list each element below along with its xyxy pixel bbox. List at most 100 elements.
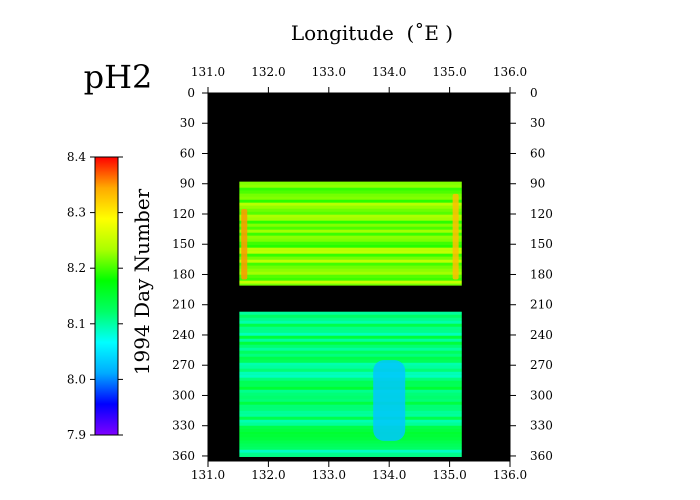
y-tick-label: 300 [172,388,195,402]
heatmap-row [239,205,462,209]
y-tick-label: 210 [530,298,553,312]
heatmap-row [239,332,462,336]
heatmap-row [239,422,462,426]
heatmap-row [239,413,462,417]
y-tick-label: 180 [530,267,553,281]
x-tick-label: 132.0 [251,65,285,79]
heatmap-row [239,214,462,218]
colorbar-tick-label: 7.9 [67,428,86,442]
y-tick-label: 150 [530,237,553,251]
heatmap-row [239,265,462,269]
heatmap-row [239,455,462,457]
x-tick-label: 134.0 [372,65,406,79]
x-tick-label: 133.0 [312,65,346,79]
heatmap-row [239,199,462,203]
heatmap-row [239,187,462,191]
heatmap-row [239,320,462,324]
y-tick-label: 150 [172,237,195,251]
heatmap-row [239,220,462,224]
heatmap-row [239,452,462,456]
heatmap-row [239,428,462,432]
heatmap-row [239,380,462,384]
heatmap-row [239,274,462,278]
y-tick-label: 240 [530,328,553,342]
y-tick-label: 360 [530,449,553,463]
heatmap-row [239,443,462,447]
heatmap-row [239,229,462,233]
y-tick-label: 90 [180,177,195,191]
heatmap-row [239,238,462,242]
heatmap-row [239,431,462,435]
colorbar-gradient [94,156,119,436]
heatmap-row [239,425,462,429]
data-blocks [239,181,462,457]
heatmap-row [239,365,462,369]
x-axis-title: Longitude (˚E ) [291,21,453,45]
chart-title: pH2 [84,58,153,96]
colorbar-ticks: 7.9 8.0 8.1 8.2 8.3 8.4 [67,150,123,442]
y-tick-label: 90 [530,177,545,191]
heatmap-row [239,196,462,200]
heatmap-row [239,271,462,275]
colorbar-tick-label: 8.0 [67,372,86,386]
x-tick-label: 136.0 [493,65,527,79]
heatmap-row [239,317,462,321]
heatmap-row [239,323,462,327]
heatmap-row [239,217,462,221]
heatmap-feature [373,360,406,441]
heatmap-row [239,401,462,405]
heatmap-row [239,362,462,366]
heatmap-row [239,223,462,227]
y-tick-label: 0 [187,86,195,100]
y-tick-label: 210 [172,298,195,312]
x-tick-label: 135.0 [432,65,466,79]
x-tick-label: 135.0 [432,468,466,482]
heatmap-row [239,353,462,357]
y-tick-label: 270 [172,358,195,372]
colorbar-tick-label: 8.2 [67,261,86,275]
y-axis-right: 0 30 60 90 120 150 180 210 240 270 300 330 360 [510,86,553,463]
heatmap-row [239,416,462,420]
x-tick-label: 131.0 [191,65,225,79]
y-tick-label: 360 [172,449,195,463]
plot-frame [207,92,511,462]
y-tick-label: 330 [530,419,553,433]
y-tick-label: 0 [530,86,538,100]
heatmap-feature [241,208,248,280]
heatmap-row [239,241,462,245]
heatmap-row [239,314,462,318]
heatmap-row [239,410,462,414]
heatmap-row [239,250,462,254]
y-axis-title: 1994 Day Number [130,188,154,375]
x-tick-label: 133.0 [312,468,346,482]
heatmap-row [239,344,462,348]
heatmap-feature [452,193,459,280]
heatmap-row [239,268,462,272]
heatmap-row [239,235,462,239]
heatmap-row [239,262,462,266]
colorbar: 7.9 8.0 8.1 8.2 8.3 8.4 [67,150,123,442]
y-tick-label: 60 [180,146,195,160]
heatmap-row [239,181,462,185]
heatmap-row [239,437,462,441]
heatmap-row [239,329,462,333]
heatmap-row [239,383,462,387]
y-tick-label: 60 [530,146,545,160]
heatmap-row [239,211,462,215]
heatmap-row [239,359,462,363]
heatmap-row [239,368,462,372]
heatmap-row [239,341,462,345]
colorbar-tick-label: 8.4 [67,150,86,164]
heatmap-row [239,190,462,194]
heatmap-row [239,419,462,423]
heatmap-row [239,404,462,408]
heatmap-row [239,389,462,393]
heatmap-row [239,386,462,390]
heatmap-row [239,311,462,315]
heatmap-row [239,232,462,236]
y-tick-label: 120 [172,207,195,221]
y-tick-label: 330 [172,419,195,433]
y-axis-left: 0 30 60 90 120 150 180 210 240 270 300 330 360 [172,86,208,463]
y-tick-label: 270 [530,358,553,372]
